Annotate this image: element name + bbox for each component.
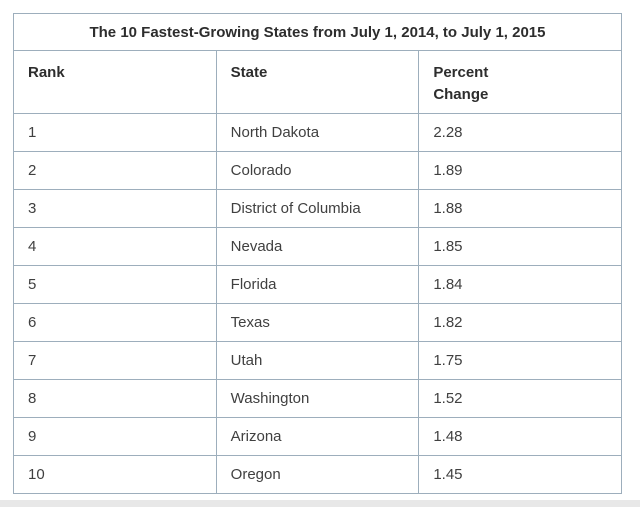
percent-change-cell: 1.75 xyxy=(418,341,622,380)
table-title: The 10 Fastest-Growing States from July … xyxy=(13,13,622,51)
state-cell: Florida xyxy=(215,265,420,304)
percent-change-cell: 1.89 xyxy=(418,151,622,190)
percent-change-cell: 1.82 xyxy=(418,303,622,342)
rank-cell: 1 xyxy=(13,113,217,152)
rank-cell: 9 xyxy=(13,417,217,456)
percent-change-cell: 1.48 xyxy=(418,417,622,456)
rank-cell: 10 xyxy=(13,455,217,494)
table-row: 2 Colorado 1.89 xyxy=(13,151,622,190)
table-row: 9 Arizona 1.48 xyxy=(13,417,622,456)
state-cell: Nevada xyxy=(215,227,420,266)
rank-cell: 2 xyxy=(13,151,217,190)
percent-change-cell: 1.45 xyxy=(418,455,622,494)
percent-change-cell: 1.52 xyxy=(418,379,622,418)
table-row: 8 Washington 1.52 xyxy=(13,379,622,418)
rank-cell: 5 xyxy=(13,265,217,304)
table-body: 1 North Dakota 2.28 2 Colorado 1.89 3 District … xyxy=(13,113,622,494)
rank-cell: 7 xyxy=(13,341,217,380)
table-row: 3 District of Columbia 1.88 xyxy=(13,189,622,228)
percent-change-cell: 2.28 xyxy=(418,113,622,152)
state-cell: Utah xyxy=(215,341,420,380)
table-row: 6 Texas 1.82 xyxy=(13,303,622,342)
percent-change-cell: 1.85 xyxy=(418,227,622,266)
table-row: 5 Florida 1.84 xyxy=(13,265,622,304)
table-row: 4 Nevada 1.85 xyxy=(13,227,622,266)
state-cell: Texas xyxy=(215,303,420,342)
fastest-growing-states-table: The 10 Fastest-Growing States from July … xyxy=(13,13,622,494)
state-cell: North Dakota xyxy=(215,113,420,152)
table-row: 10 Oregon 1.45 xyxy=(13,455,622,494)
table-title-row: The 10 Fastest-Growing States from July … xyxy=(13,13,622,51)
rank-cell: 3 xyxy=(13,189,217,228)
state-cell: Washington xyxy=(215,379,420,418)
percent-change-cell: 1.84 xyxy=(418,265,622,304)
rank-cell: 8 xyxy=(13,379,217,418)
table-row: 7 Utah 1.75 xyxy=(13,341,622,380)
column-header-state: State xyxy=(215,50,420,114)
rank-cell: 6 xyxy=(13,303,217,342)
state-cell: Colorado xyxy=(215,151,420,190)
table-row: 1 North Dakota 2.28 xyxy=(13,113,622,152)
table-header-row: Rank State Percent Change xyxy=(13,50,622,114)
table-head: The 10 Fastest-Growing States from July … xyxy=(13,13,622,114)
rank-cell: 4 xyxy=(13,227,217,266)
state-cell: Arizona xyxy=(215,417,420,456)
state-cell: Oregon xyxy=(215,455,420,494)
percent-change-label: Percent Change xyxy=(433,64,489,103)
percent-change-cell: 1.88 xyxy=(418,189,622,228)
state-cell: District of Columbia xyxy=(215,189,420,228)
column-header-rank: Rank xyxy=(13,50,217,114)
column-header-percent-change: Percent Change xyxy=(418,50,622,114)
